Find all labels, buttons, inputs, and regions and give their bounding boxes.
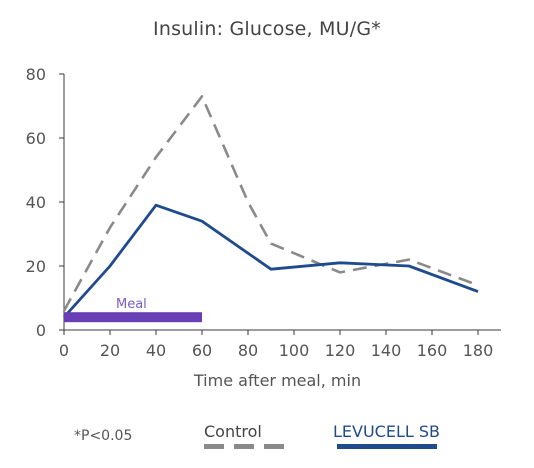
x-tick-label: 20 xyxy=(100,341,120,360)
series-line-levucell xyxy=(62,203,479,319)
series-line-control xyxy=(62,95,479,312)
legend-swatch-levucell xyxy=(337,444,437,449)
chart-title: Insulin: Glucose, MU/G* xyxy=(153,18,381,40)
x-tick-label: 80 xyxy=(238,341,258,360)
x-tick-label: 0 xyxy=(59,341,69,360)
significance-footnote: *P<0.05 xyxy=(74,428,133,444)
legend-item-levucell: LEVUCELL SB xyxy=(333,422,440,449)
x-tick-label: 40 xyxy=(146,341,166,360)
y-tick-label: 0 xyxy=(36,321,46,340)
legend-label-control: Control xyxy=(204,422,262,441)
legend-item-control: Control xyxy=(204,422,284,449)
legend-swatch-control xyxy=(204,444,284,449)
y-tick-label: 20 xyxy=(26,257,46,276)
legend-label-levucell: LEVUCELL SB xyxy=(333,422,441,441)
y-tick-label: 60 xyxy=(26,129,46,148)
meal-label: Meal xyxy=(116,297,147,312)
x-tick-label: 60 xyxy=(192,341,212,360)
x-axis-label: Time after meal, min xyxy=(193,371,361,390)
y-tick-label: 80 xyxy=(26,65,46,84)
x-tick-label: 140 xyxy=(371,341,402,360)
x-tick-label: 160 xyxy=(417,341,448,360)
x-tick-label: 120 xyxy=(325,341,356,360)
x-tick-label: 180 xyxy=(463,341,494,360)
x-tick-label: 100 xyxy=(279,341,310,360)
y-tick-label: 40 xyxy=(26,193,46,212)
meal-bar xyxy=(64,312,202,323)
